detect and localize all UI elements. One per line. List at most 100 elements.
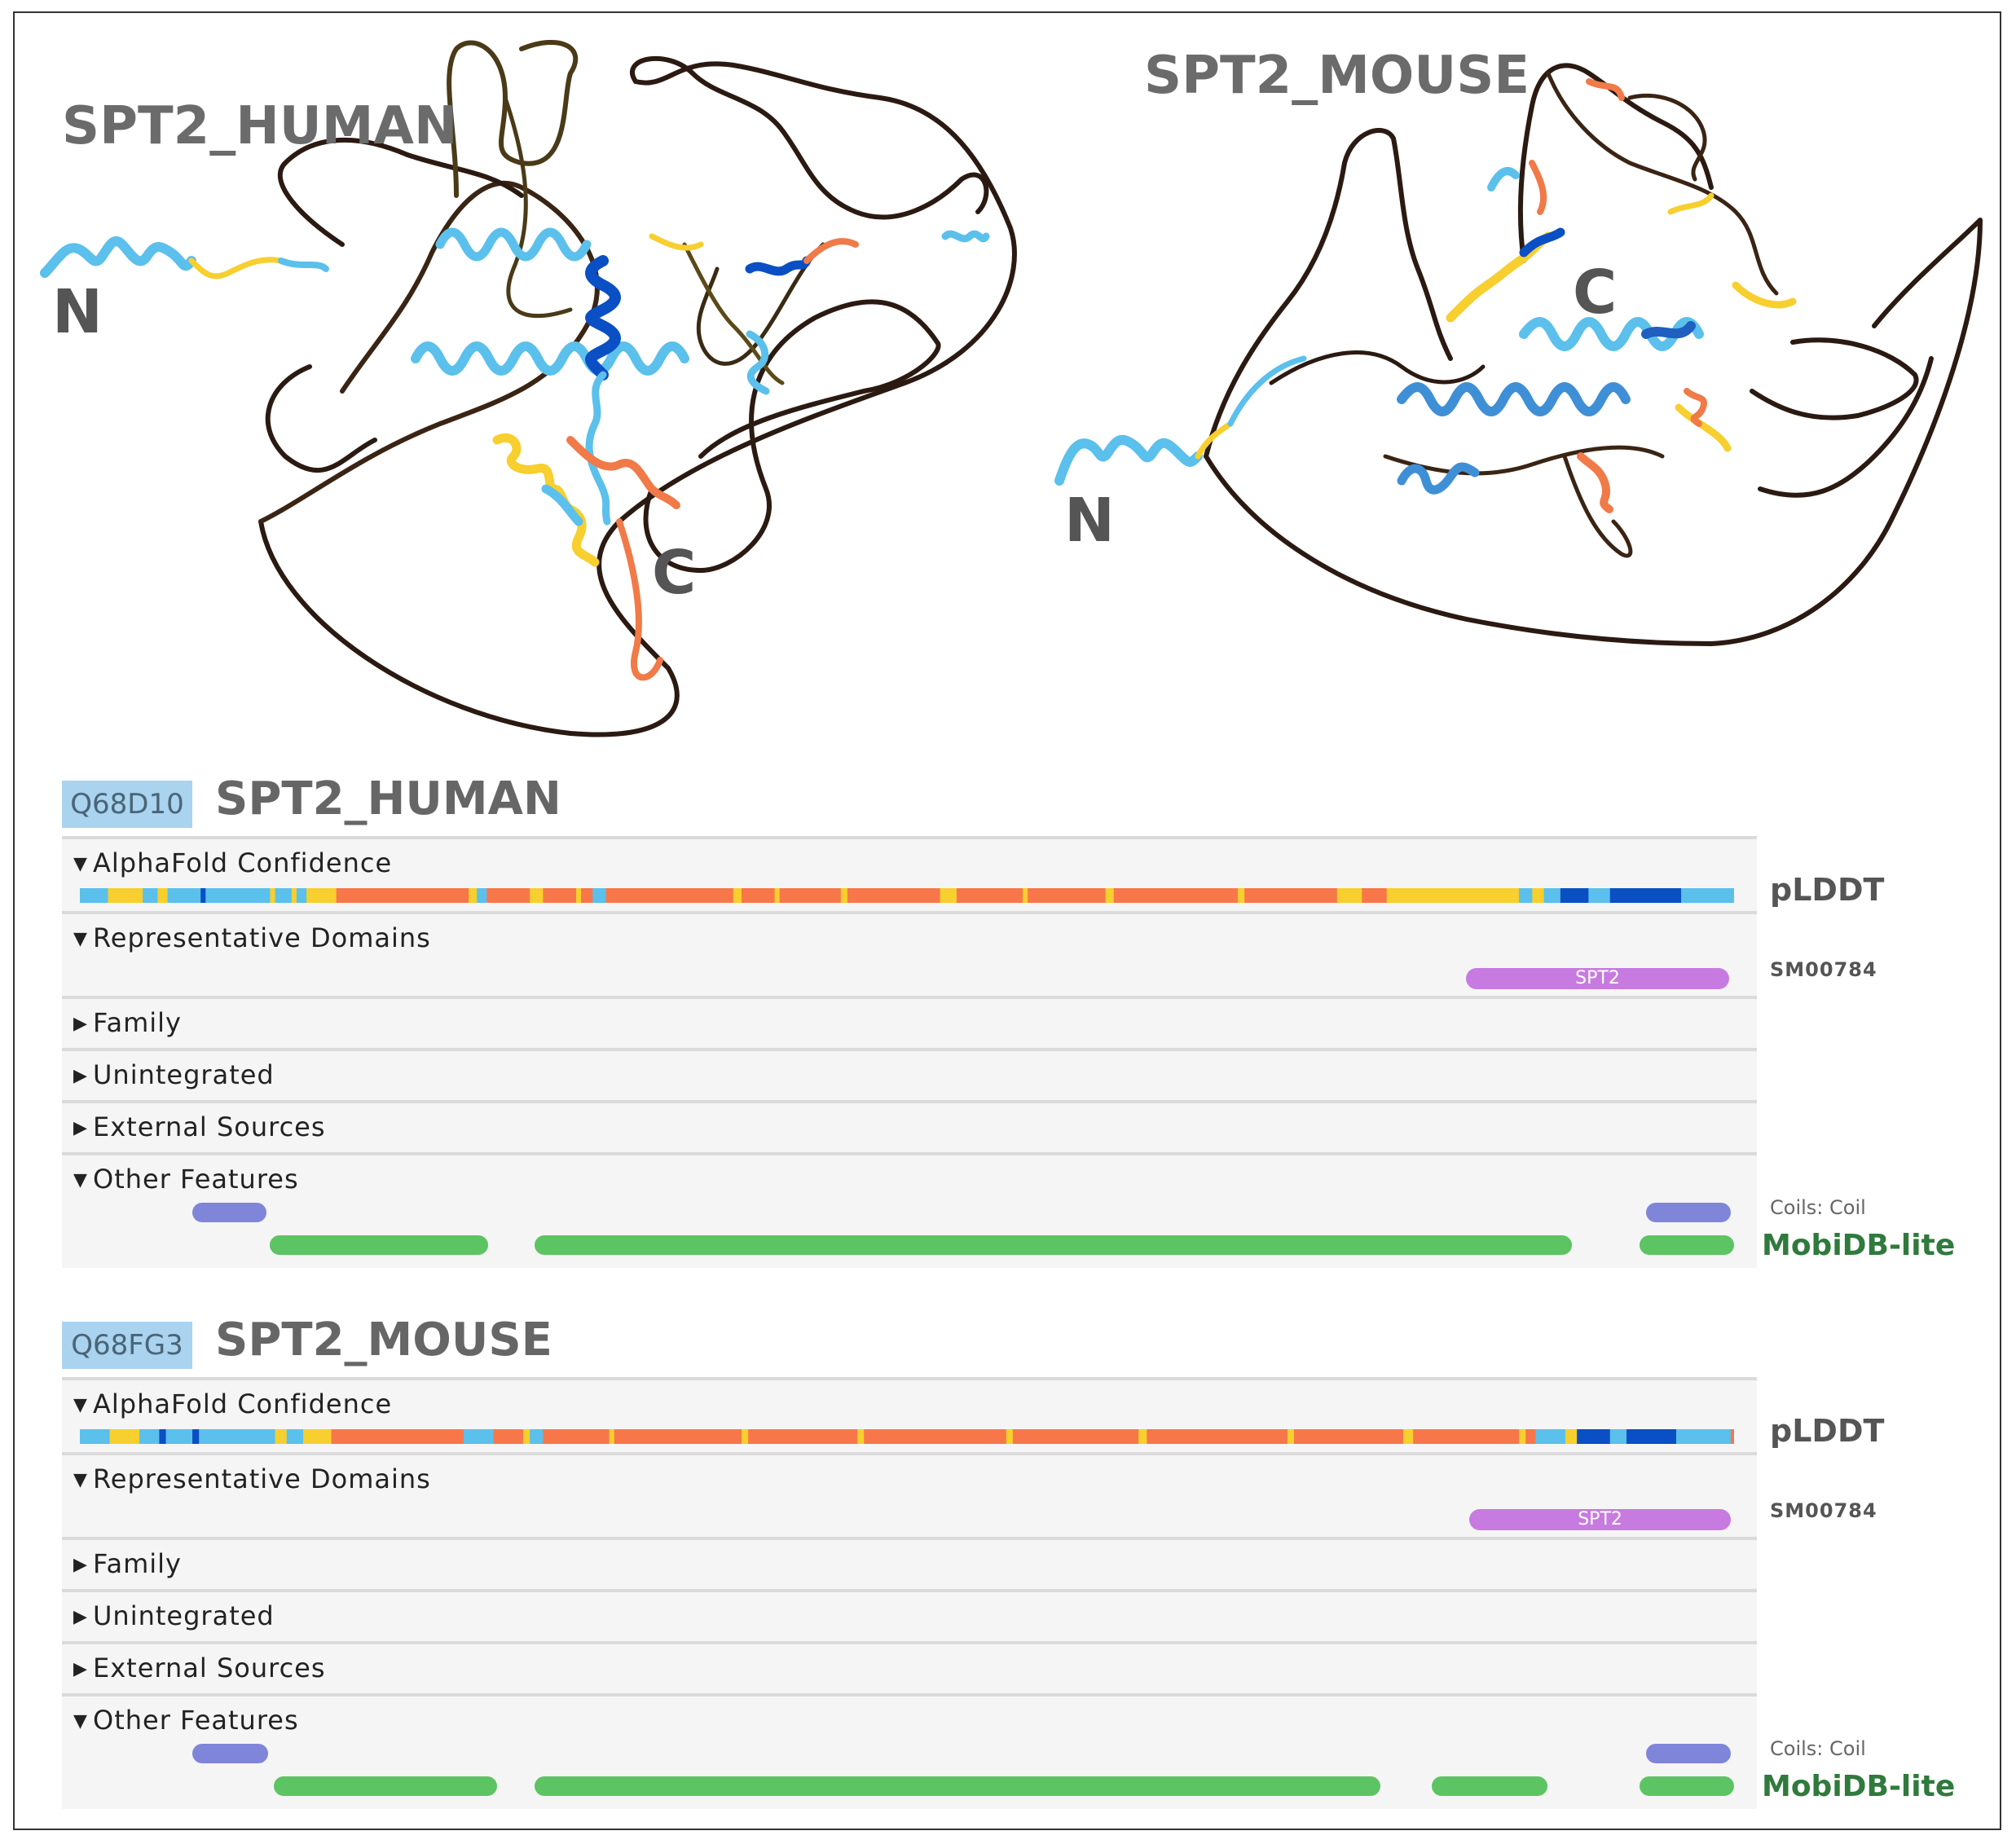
plddt-bar [80, 1429, 1734, 1444]
plddt-segment-confident [165, 1429, 193, 1444]
expanded-triangle-icon: ▼ [73, 854, 88, 874]
plddt-segment-very-low [493, 1429, 524, 1444]
section-header[interactable]: ▶ External Sources [73, 1111, 326, 1142]
section-header[interactable]: ▶ Family [73, 1007, 182, 1038]
plddt-segment-very-low [779, 888, 842, 903]
section-header[interactable]: ▶ Family [73, 1548, 182, 1579]
plddt-segment-low [306, 888, 337, 903]
section-representative-domains[interactable]: ▼ Representative Domains SPT2 [62, 1452, 1757, 1537]
plddt-segment-very-high [192, 1429, 200, 1444]
expanded-triangle-icon: ▼ [73, 929, 88, 949]
section-alphafold-confidence[interactable]: ▼ AlphaFold Confidence [62, 1377, 1757, 1452]
section-title: Unintegrated [93, 1600, 275, 1631]
mobidb-row [80, 1235, 1734, 1255]
section-other-features[interactable]: ▼ Other Features [62, 1693, 1757, 1809]
plddt-segment-low [1336, 888, 1362, 903]
section-alphafold-confidence[interactable]: ▼ AlphaFold Confidence [62, 836, 1757, 911]
plddt-segment-low [108, 888, 143, 903]
accession-badge[interactable]: Q68D10 [62, 781, 192, 828]
interpro-panel-human: Q68D10 SPT2_HUMAN ▼ AlphaFold Confidence … [62, 772, 1955, 1270]
plddt-segment-low [733, 888, 742, 903]
section-representative-domains[interactable]: ▼ Representative Domains SPT2 [62, 911, 1757, 996]
coil-feature[interactable] [192, 1203, 267, 1222]
section-header[interactable]: ▼ AlphaFold Confidence [73, 847, 392, 878]
plddt-segment-very-low [1294, 1429, 1404, 1444]
domain-pill-spt2[interactable]: SPT2 [1466, 968, 1729, 989]
section-external-sources[interactable]: ▶ External Sources [62, 1641, 1757, 1693]
mobidb-lite-feature[interactable] [273, 1776, 497, 1796]
interpro-panel-mouse: Q68FG3 SPT2_MOUSE ▼ AlphaFold Confidence … [62, 1314, 1955, 1811]
plddt-segment-very-low [543, 1429, 610, 1444]
section-header[interactable]: ▼ AlphaFold Confidence [73, 1389, 392, 1419]
section-external-sources[interactable]: ▶ External Sources [62, 1100, 1757, 1152]
mouse-structure-title: SPT2_MOUSE [1144, 46, 1530, 106]
plddt-segment-confident [477, 888, 487, 903]
section-title: Other Features [93, 1705, 299, 1736]
human-structure-title: SPT2_HUMAN [62, 96, 458, 156]
plddt-segment-low [1023, 888, 1028, 903]
plddt-segment-low [1532, 888, 1545, 903]
plddt-segment-very-low [1012, 1429, 1139, 1444]
plddt-segment-very-low [1362, 888, 1388, 903]
protein-title: SPT2_MOUSE [215, 1314, 552, 1366]
coils-row [80, 1744, 1734, 1763]
section-header[interactable]: ▶ Unintegrated [73, 1059, 275, 1090]
domain-pill-spt2[interactable]: SPT2 [1469, 1509, 1731, 1530]
mobidb-lite-feature[interactable] [535, 1235, 1573, 1255]
coils-label: Coils: Coil [1770, 1196, 1866, 1219]
plddt-segment-very-high [1577, 1429, 1611, 1444]
plddt-segment-very-low [605, 888, 734, 903]
plddt-segment-very-low [742, 888, 776, 903]
plddt-segment-very-low [1525, 1429, 1537, 1444]
coil-feature[interactable] [1646, 1744, 1731, 1763]
plddt-segment-very-low [336, 888, 469, 903]
plddt-segment-very-high [1626, 1429, 1677, 1444]
plddt-segment-very-low [1244, 888, 1338, 903]
plddt-label: pLDDT [1770, 872, 1885, 908]
plddt-segment-confident [80, 888, 109, 903]
plddt-segment-low [742, 1429, 749, 1444]
section-unintegrated[interactable]: ▶ Unintegrated [62, 1048, 1757, 1100]
coils-label: Coils: Coil [1770, 1737, 1866, 1760]
plddt-segment-low [157, 888, 169, 903]
section-header[interactable]: ▼ Other Features [73, 1164, 299, 1195]
section-title: External Sources [93, 1111, 326, 1142]
mobidb-lite-feature[interactable] [1640, 1776, 1734, 1796]
coil-feature[interactable] [1646, 1203, 1731, 1222]
plddt-segment-low [1105, 888, 1115, 903]
plddt-segment-low [1403, 1429, 1414, 1444]
section-family[interactable]: ▶ Family [62, 996, 1757, 1048]
plddt-segment-very-low [956, 888, 1023, 903]
plddt-segment-low [523, 1429, 530, 1444]
mobidb-lite-feature[interactable] [1431, 1776, 1547, 1796]
mobidb-lite-feature[interactable] [1640, 1235, 1734, 1255]
plddt-segment-confident [205, 888, 271, 903]
expanded-triangle-icon: ▼ [73, 1711, 88, 1732]
plddt-segment-low [576, 888, 582, 903]
section-header[interactable]: ▼ Other Features [73, 1705, 299, 1736]
plddt-segment-confident [286, 1429, 304, 1444]
plddt-segment-confident [1588, 888, 1611, 903]
mobidb-lite-feature[interactable] [535, 1776, 1380, 1796]
mobidb-lite-feature[interactable] [270, 1235, 489, 1255]
plddt-segment-very-low [1413, 1429, 1520, 1444]
plddt-segment-very-high [200, 888, 206, 903]
section-title: AlphaFold Confidence [93, 1389, 393, 1419]
section-other-features[interactable]: ▼ Other Features [62, 1152, 1757, 1268]
section-header[interactable]: ▼ Representative Domains [73, 1463, 431, 1494]
plddt-segment-very-low [1113, 888, 1239, 903]
section-unintegrated[interactable]: ▶ Unintegrated [62, 1589, 1757, 1641]
figure-frame [13, 11, 2001, 1830]
accession-badge[interactable]: Q68FG3 [62, 1322, 192, 1369]
plddt-segment-low [857, 1429, 865, 1444]
plddt-segment-very-high [1609, 888, 1682, 903]
plddt-segment-confident [1519, 888, 1533, 903]
collapsed-triangle-icon: ▶ [73, 1607, 88, 1627]
section-header[interactable]: ▶ External Sources [73, 1653, 326, 1683]
coil-feature[interactable] [192, 1744, 269, 1763]
section-header[interactable]: ▶ Unintegrated [73, 1600, 275, 1631]
section-header[interactable]: ▼ Representative Domains [73, 922, 431, 953]
section-family[interactable]: ▶ Family [62, 1537, 1757, 1589]
plddt-segment-low [469, 888, 478, 903]
section-title: Family [93, 1548, 182, 1579]
